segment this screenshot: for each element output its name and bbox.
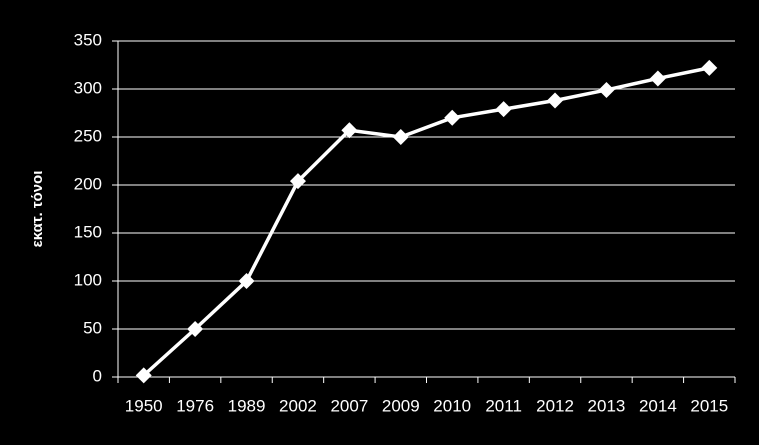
marker xyxy=(341,122,358,139)
y-tick-label: 250 xyxy=(74,126,102,145)
x-tick-label: 2012 xyxy=(536,396,574,415)
x-tick-label: 1976 xyxy=(176,396,214,415)
marker xyxy=(289,173,306,190)
marker xyxy=(495,101,512,118)
x-tick-label: 2011 xyxy=(485,396,522,415)
marker xyxy=(135,367,152,384)
y-tick-label: 300 xyxy=(74,78,102,97)
marker xyxy=(187,321,204,337)
marker xyxy=(547,92,564,109)
x-tick-label: 2007 xyxy=(330,396,368,415)
x-tick-label: 2014 xyxy=(639,396,677,415)
x-tick-label: 2009 xyxy=(382,396,420,415)
marker xyxy=(444,109,461,126)
x-tick-label: 1989 xyxy=(228,396,266,415)
marker xyxy=(701,59,718,76)
y-tick-label: 50 xyxy=(83,318,102,337)
x-tick-label: 2015 xyxy=(690,396,728,415)
marker xyxy=(649,70,666,87)
y-tick-label: 200 xyxy=(74,174,102,193)
x-tick-label: 2002 xyxy=(279,396,317,415)
y-tick-label: 100 xyxy=(74,270,102,289)
y-tick-label: 0 xyxy=(93,366,102,385)
y-axis-label: εκατ. τόνοι xyxy=(29,171,46,248)
y-tick-label: 150 xyxy=(74,222,102,241)
x-tick-label: 2010 xyxy=(433,396,471,415)
marker xyxy=(238,273,255,289)
line xyxy=(142,66,710,377)
marker xyxy=(392,129,409,145)
marker xyxy=(598,81,615,98)
y-tick-label: 350 xyxy=(74,30,102,49)
x-tick-label: 1950 xyxy=(125,396,163,415)
x-tick-label: 2013 xyxy=(588,396,626,415)
